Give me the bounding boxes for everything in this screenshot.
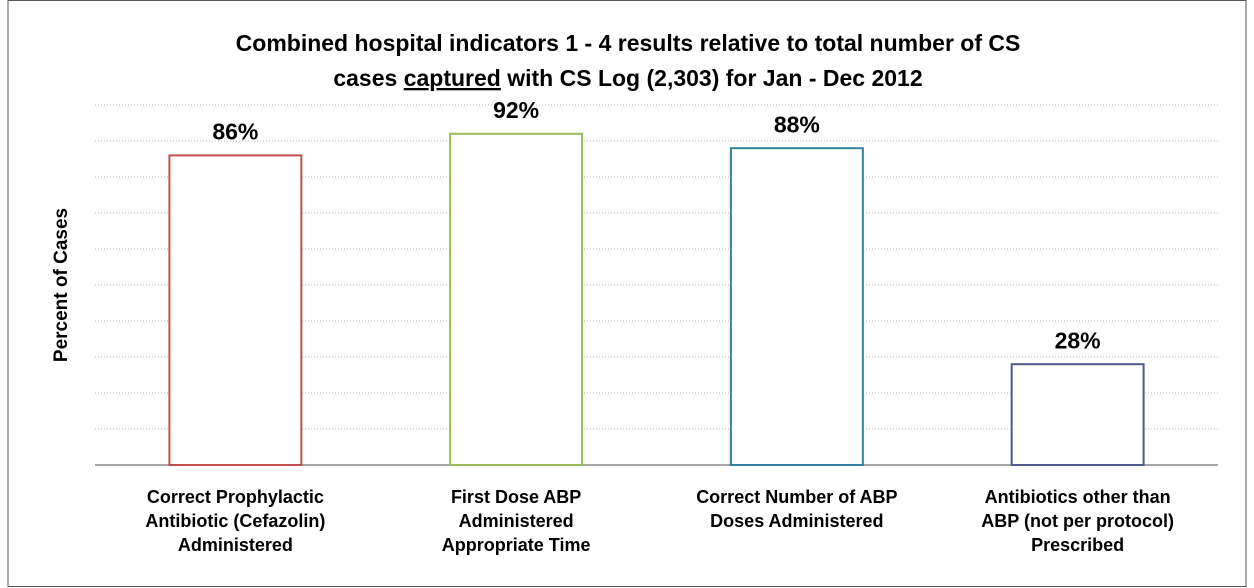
data-label: 86% (212, 118, 258, 144)
chart-title: Combined hospital indicators 1 - 4 resul… (236, 30, 1021, 56)
data-label: 88% (774, 111, 820, 137)
bar (729, 147, 864, 466)
x-tick-label: Administered (178, 535, 293, 555)
x-tick-label: First Dose ABP (451, 487, 581, 507)
x-tick-label: Correct Prophylactic (147, 487, 324, 507)
x-tick-label: Correct Number of ABP (696, 487, 897, 507)
x-tick-label: Appropriate Time (442, 535, 591, 555)
bar (168, 154, 303, 466)
chart-title: cases captured with CS Log (2,303) for J… (333, 65, 922, 91)
bar (1010, 363, 1145, 467)
x-tick-label: Doses Administered (710, 511, 883, 531)
x-tick-label: Prescribed (1031, 535, 1124, 555)
x-tick-label: Administered (459, 511, 574, 531)
bar (449, 132, 584, 467)
data-label: 92% (493, 97, 539, 123)
x-tick-label: Antibiotics other than (985, 487, 1171, 507)
x-tick-label: Antibiotic (Cefazolin) (145, 511, 325, 531)
x-tick-label: ABP (not per protocol) (981, 511, 1174, 531)
data-label: 28% (1055, 327, 1101, 353)
y-axis-label: Percent of Cases (51, 208, 72, 362)
